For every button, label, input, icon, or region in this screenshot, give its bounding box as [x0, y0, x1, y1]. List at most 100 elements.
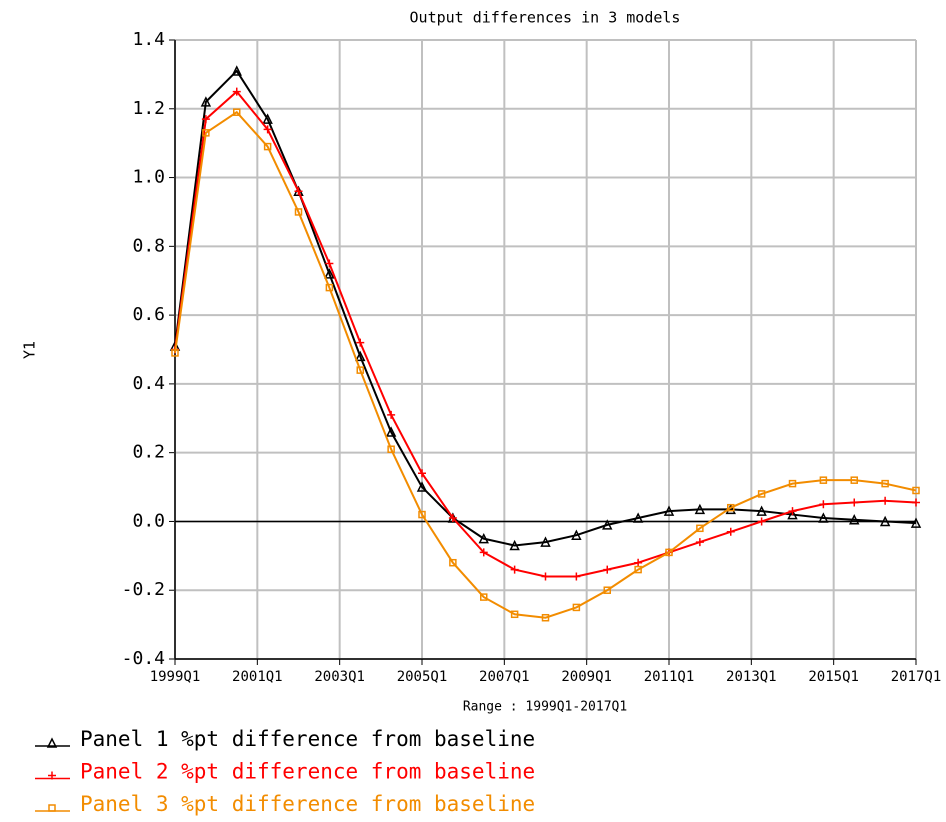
marker — [603, 586, 611, 594]
marker — [200, 96, 212, 107]
legend: Panel 1 %pt difference from baseline Pane… — [35, 727, 535, 816]
marker — [385, 426, 397, 437]
marker — [325, 283, 334, 292]
marker — [695, 538, 704, 547]
y-tick-label: -0.4 — [122, 648, 165, 669]
x-tick-label: 1999Q1 — [150, 669, 201, 685]
x-tick-label: 2015Q1 — [808, 669, 859, 685]
marker — [356, 366, 364, 374]
marker — [387, 445, 395, 453]
marker — [233, 108, 241, 116]
x-tick-label: 2001Q1 — [232, 669, 283, 685]
marker — [602, 519, 613, 530]
marker — [757, 490, 766, 498]
marker — [418, 510, 426, 519]
marker — [787, 508, 798, 520]
y-axis-label: Y1 — [21, 341, 39, 359]
marker — [756, 505, 767, 516]
marker — [696, 524, 704, 533]
marker — [232, 87, 241, 96]
marker — [910, 517, 922, 528]
marker — [294, 208, 303, 216]
marker — [819, 476, 828, 484]
marker — [634, 558, 643, 567]
marker — [294, 187, 303, 196]
x-tick-label: 2007Q1 — [479, 669, 530, 685]
marker — [757, 517, 766, 526]
x-tick-label: 2005Q1 — [397, 669, 448, 685]
marker — [540, 536, 551, 547]
y-tick-label: 0.4 — [132, 373, 165, 394]
legend-label: Panel 2 %pt difference from baseline — [80, 760, 535, 784]
y-tick-label: 0.2 — [132, 442, 165, 463]
x-tick-label: 2009Q1 — [561, 669, 612, 685]
marker — [634, 565, 642, 574]
marker — [263, 142, 272, 151]
marker — [479, 548, 488, 557]
legend-marker — [48, 771, 56, 780]
x-tick-label: 2003Q1 — [314, 669, 365, 685]
series-line — [174, 110, 917, 619]
marker — [850, 498, 859, 507]
marker — [818, 512, 829, 523]
marker — [912, 486, 920, 495]
marker — [694, 503, 706, 515]
marker — [416, 481, 428, 492]
marker — [632, 512, 644, 523]
marker — [263, 125, 272, 134]
marker — [231, 65, 242, 76]
marker — [510, 610, 519, 619]
marker — [325, 259, 334, 268]
marker — [478, 532, 489, 544]
marker — [665, 548, 673, 557]
marker — [603, 565, 612, 574]
marker — [881, 496, 890, 505]
marker — [418, 469, 426, 478]
chart-title: Output differences in 3 models — [410, 9, 681, 27]
legend-marker — [46, 737, 58, 748]
legend-label: Panel 1 %pt difference from baseline — [80, 727, 535, 751]
marker — [850, 476, 858, 484]
marker — [879, 515, 891, 527]
marker — [912, 498, 920, 507]
marker — [202, 129, 210, 137]
x-axis-label: Range : 1999Q1-2017Q1 — [463, 700, 627, 715]
marker — [571, 529, 582, 540]
series-line — [174, 90, 917, 578]
marker — [663, 505, 675, 516]
marker — [449, 558, 457, 567]
y-tick-label: 1.4 — [132, 29, 165, 50]
marker — [881, 479, 889, 488]
marker — [510, 565, 519, 574]
y-tick-label: 1.0 — [132, 167, 165, 188]
y-tick-label: 1.2 — [132, 98, 165, 119]
marker — [788, 507, 797, 516]
marker — [480, 593, 488, 601]
x-tick-label: 2017Q1 — [891, 669, 942, 685]
marker — [324, 268, 335, 279]
marker — [541, 613, 550, 622]
marker — [201, 115, 210, 124]
marker — [726, 527, 735, 536]
y-tick-label: 0.6 — [132, 304, 165, 325]
series-line — [174, 69, 917, 547]
legend-label: Panel 3 %pt difference from baseline — [80, 792, 535, 816]
marker — [509, 539, 520, 551]
x-tick-label: 2013Q1 — [726, 669, 777, 685]
marker — [849, 514, 860, 525]
marker — [448, 514, 457, 523]
y-tick-label: 0.0 — [132, 510, 165, 531]
marker — [262, 113, 273, 124]
marker — [171, 349, 179, 357]
legend-marker — [48, 804, 56, 812]
marker — [355, 350, 366, 362]
marker — [572, 572, 581, 581]
marker — [788, 479, 797, 488]
marker — [356, 338, 365, 347]
marker — [541, 572, 550, 581]
marker — [819, 500, 828, 509]
marker — [572, 603, 581, 612]
y-tick-label: 0.8 — [132, 235, 165, 256]
y-tick-label: -0.2 — [122, 579, 165, 600]
